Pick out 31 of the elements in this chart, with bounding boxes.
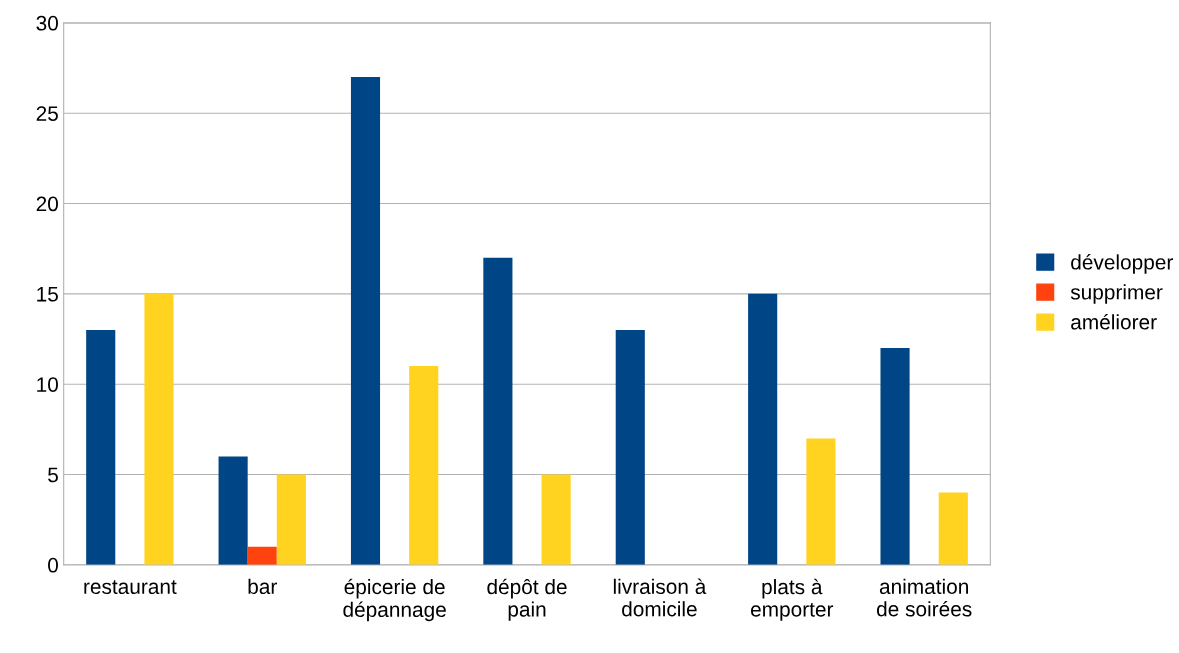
y-tick-label: 20 [36,196,58,212]
y-tick-label: 15 [37,287,58,302]
legend-label: supprimer [1070,284,1163,304]
bar [218,456,248,565]
x-tick-label: animation de soirées [876,578,972,617]
bar [409,366,439,565]
x-tick-label: livraison à domicile [613,578,707,617]
y-tick-label: 10 [37,377,58,392]
bar [748,293,778,565]
y-tick-label: 0 [48,557,58,573]
bar [615,329,645,565]
x-tick-label: restaurant [84,580,177,595]
x-tick-label: bar [248,578,277,595]
bar [247,546,277,565]
y-tick-label: 30 [36,15,58,31]
legend-label: améliorer [1071,313,1157,330]
bar [938,492,968,565]
x-tick-label: épicerie de dépannage [343,578,446,622]
legend-label: développer [1071,254,1173,274]
bar [350,77,381,565]
bar [86,329,116,565]
bar [541,474,571,565]
bar [144,293,174,565]
bar [483,257,513,565]
bar [880,348,910,565]
y-tick-label: 25 [36,106,58,121]
x-tick-label: dépôt de pain [487,578,567,621]
y-tick-label: 5 [48,467,58,483]
bar [806,438,836,565]
x-tick-label: plats à emporter [750,578,834,621]
bar [276,474,306,565]
